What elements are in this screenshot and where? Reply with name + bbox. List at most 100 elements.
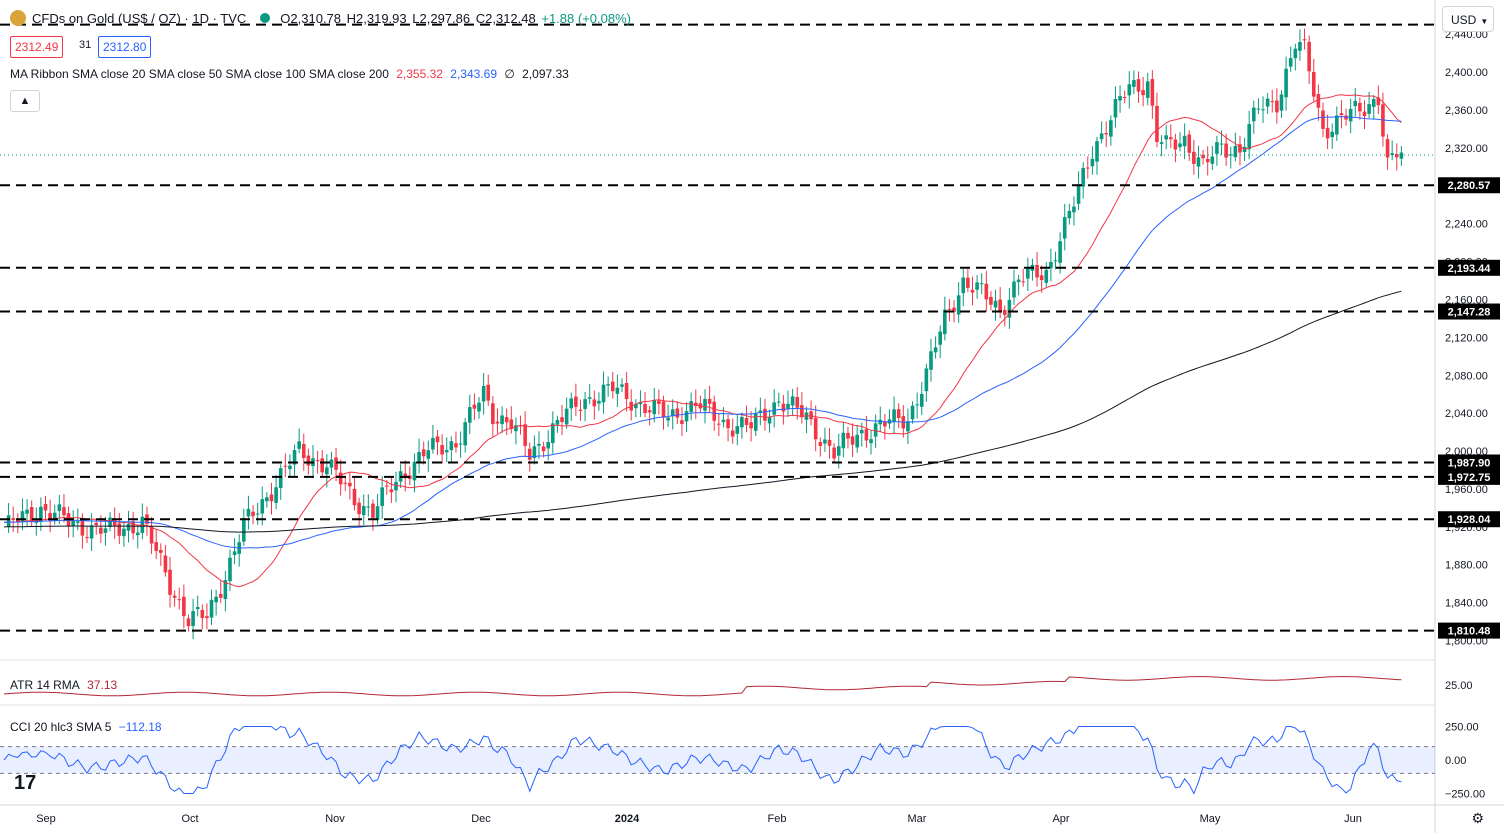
candle-body <box>454 443 458 448</box>
symbol-title[interactable]: CFDs on Gold (US$ / OZ) · 1D · TVC <box>32 10 247 26</box>
candle-body <box>380 487 384 506</box>
candle-body <box>929 351 933 370</box>
price-tick-label: 2,360.00 <box>1445 105 1488 117</box>
candle-body <box>384 485 389 487</box>
candle-body <box>1353 100 1358 107</box>
candle-body <box>1196 157 1201 167</box>
candle-body <box>163 555 168 573</box>
price-tick-label: 1,840.00 <box>1445 598 1488 610</box>
candle-body <box>209 599 214 618</box>
candle-body <box>998 299 1002 311</box>
level-label-bg <box>1438 177 1500 194</box>
candle-body <box>57 504 62 511</box>
candle-body <box>1335 115 1339 135</box>
candle-body <box>103 528 108 533</box>
candle-body <box>232 551 237 556</box>
candle-body <box>1118 96 1122 101</box>
candle-body <box>269 494 274 502</box>
price-tick-label: 1,880.00 <box>1445 560 1488 572</box>
candle-body <box>255 513 260 515</box>
candle-body <box>952 307 956 312</box>
candle-body <box>795 397 800 408</box>
candle-body <box>735 426 740 434</box>
candle-body <box>1385 139 1390 158</box>
candle-body <box>657 400 661 404</box>
candle-body <box>675 408 680 418</box>
candle-body <box>80 518 85 536</box>
cci-legend[interactable]: CCI 20 hlc3 SMA 5 −112.18 <box>10 720 166 734</box>
cci-label: CCI 20 hlc3 SMA 5 <box>10 720 112 734</box>
candle-body <box>661 401 666 418</box>
ma-ribbon-legend[interactable]: MA Ribbon SMA close 20 SMA close 50 SMA … <box>10 67 573 81</box>
candle-body <box>85 537 89 539</box>
candle-body <box>1201 154 1205 159</box>
candle-body <box>301 444 306 458</box>
candle-body <box>1215 142 1219 154</box>
candle-body <box>297 441 301 449</box>
cci-tick-label: 250.00 <box>1445 722 1479 734</box>
sell-price-box[interactable]: 2312.49 <box>10 36 64 58</box>
spread-value: 31 <box>79 39 92 51</box>
candle-body <box>1044 269 1049 283</box>
cci-tick-label: −250.00 <box>1445 789 1485 801</box>
candle-body <box>1362 111 1367 117</box>
candle-body <box>717 423 721 425</box>
candle-body <box>800 405 804 418</box>
candle-body <box>1344 115 1348 120</box>
level-label: 2,193.44 <box>1448 263 1492 275</box>
currency-selector[interactable]: USD ▼ <box>1442 6 1494 32</box>
candle-body <box>749 422 753 429</box>
time-tick-label: May <box>1200 813 1221 825</box>
candle-body <box>1279 94 1284 111</box>
candle-body <box>1122 96 1127 98</box>
candle-body <box>979 283 984 285</box>
gold-symbol-icon <box>10 10 26 26</box>
candle-body <box>1085 167 1090 169</box>
sma50-value: 2,343.69 <box>450 67 497 81</box>
candle-body <box>435 436 440 443</box>
candle-body <box>135 532 140 536</box>
level-label-bg <box>1438 259 1500 276</box>
candle-body <box>159 549 163 553</box>
ohlc-readout: O2,310.78 H2,319.93 L2,297.86 C2,312.48 … <box>280 11 633 26</box>
settings-gear-icon[interactable]: ⚙ <box>1471 810 1484 826</box>
collapse-legend-button[interactable]: ▲ <box>10 90 40 112</box>
candle-body <box>1104 133 1109 135</box>
candle-body <box>1339 113 1344 116</box>
level-label: 1,987.90 <box>1448 458 1491 470</box>
change-value: +1.88 (+0.08%) <box>541 10 631 26</box>
candle-body <box>933 347 938 353</box>
candle-body <box>943 309 947 335</box>
candle-body <box>758 410 763 413</box>
candle-body <box>62 507 66 516</box>
atr-legend[interactable]: ATR 14 RMA 37.13 <box>10 678 121 692</box>
sma50-line <box>3 116 1402 549</box>
candle-body <box>1252 107 1256 122</box>
candle-body <box>606 384 610 386</box>
candle-body <box>1159 142 1164 144</box>
candle-body <box>1182 135 1187 147</box>
buy-price-box[interactable]: 2312.80 <box>98 36 152 58</box>
low-value: L2,297.86 <box>412 10 471 26</box>
candle-body <box>873 423 878 437</box>
candle-body <box>887 419 892 424</box>
candle-body <box>1265 98 1270 107</box>
price-tick-label: 2,440.00 <box>1445 29 1488 41</box>
candle-body <box>823 439 827 444</box>
candle-body <box>975 282 979 290</box>
sma20-line <box>3 94 1402 588</box>
candle-body <box>615 387 620 394</box>
price-tick-label: 2,320.00 <box>1445 143 1488 155</box>
candle-body <box>417 451 421 463</box>
candle-body <box>966 277 970 288</box>
candle-body <box>172 595 177 598</box>
candle-body <box>601 384 606 403</box>
candle-body <box>278 468 283 488</box>
candle-body <box>168 569 172 595</box>
candle-body <box>1076 184 1081 204</box>
open-value: O2,310.78 <box>280 10 342 26</box>
candle-body <box>186 618 191 627</box>
candle-body <box>1016 279 1021 283</box>
candle-body <box>315 460 320 462</box>
